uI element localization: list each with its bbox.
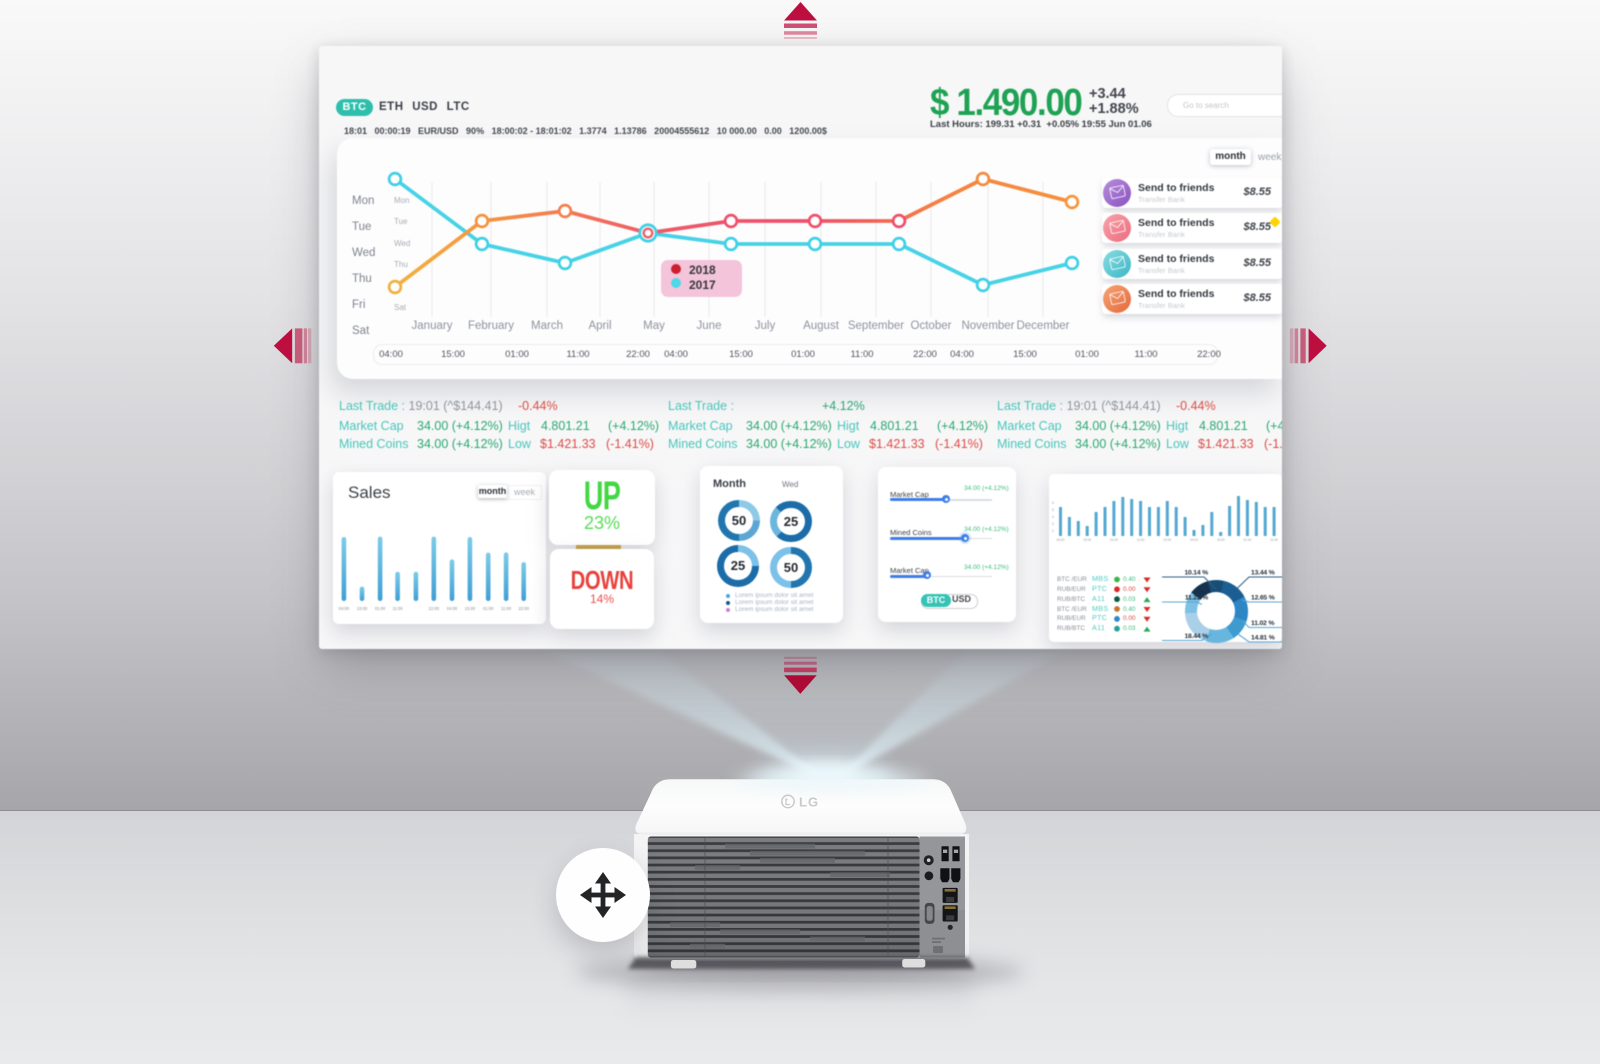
svg-text:6: 6: [1052, 501, 1054, 505]
svg-text:11:00: 11:00: [393, 606, 404, 611]
svg-text:15:00: 15:00: [1083, 538, 1091, 542]
svg-text:04:00: 04:00: [339, 606, 350, 611]
svg-text:15:00: 15:00: [357, 606, 368, 611]
svg-text:3: 3: [1052, 522, 1054, 526]
svg-text:15:00: 15:00: [1217, 538, 1225, 542]
svg-text:22:00: 22:00: [518, 606, 529, 611]
svg-text:01:00: 01:00: [1243, 538, 1251, 542]
svg-text:11.22 %: 11.22 %: [1185, 595, 1208, 602]
svg-text:15:00: 15:00: [465, 606, 476, 611]
svg-text:22:00: 22:00: [429, 606, 440, 611]
svg-text:10.14 %: 10.14 %: [1184, 570, 1208, 577]
svg-text:2: 2: [1052, 529, 1054, 533]
svg-text:11:00: 11:00: [1270, 538, 1278, 542]
svg-text:22:00: 22:00: [1163, 538, 1171, 542]
svg-text:01:00: 01:00: [1110, 538, 1118, 542]
svg-text:13.44 %: 13.44 %: [1251, 570, 1275, 577]
svg-text:5: 5: [1052, 508, 1054, 512]
svg-text:14.81 %: 14.81 %: [1251, 635, 1275, 642]
svg-text:11:00: 11:00: [1137, 538, 1145, 542]
svg-text:12.65 %: 12.65 %: [1251, 595, 1275, 602]
svg-text:4: 4: [1052, 515, 1054, 519]
svg-text:11:00: 11:00: [501, 606, 512, 611]
svg-text:11.02 %: 11.02 %: [1251, 620, 1274, 627]
svg-text:01:00: 01:00: [375, 606, 386, 611]
svg-text:04:00: 04:00: [1057, 538, 1065, 542]
svg-text:01:00: 01:00: [483, 606, 494, 611]
svg-text:04:00: 04:00: [1190, 538, 1198, 542]
svg-text:18.44 %: 18.44 %: [1184, 633, 1208, 640]
svg-text:04:00: 04:00: [447, 606, 458, 611]
svg-text:LG: LG: [799, 795, 819, 810]
